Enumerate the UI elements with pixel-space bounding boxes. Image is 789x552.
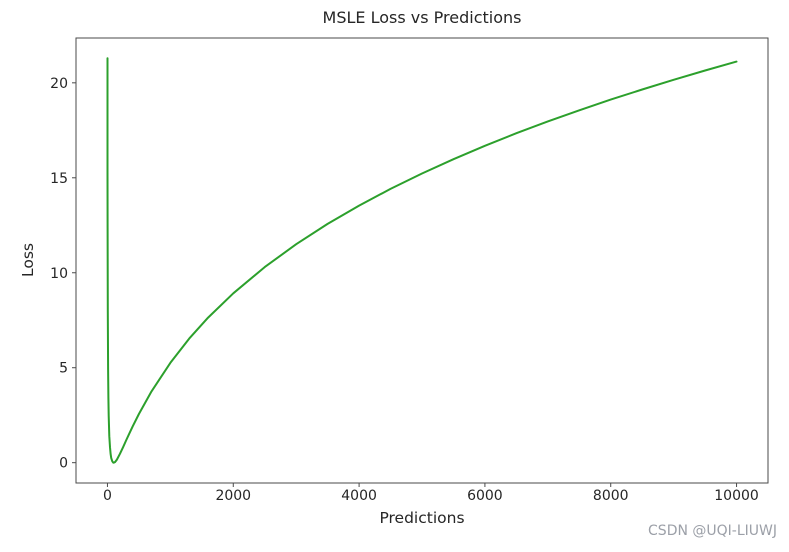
x-tick-label: 4000 — [341, 488, 377, 504]
y-tick-label: 20 — [50, 76, 68, 92]
x-tick-label: 10000 — [714, 488, 759, 504]
x-tick-label: 2000 — [215, 488, 251, 504]
chart-title: MSLE Loss vs Predictions — [322, 8, 522, 27]
plot-frame — [75, 37, 769, 484]
y-tick-label: 0 — [59, 456, 68, 472]
x-axis-label: Predictions — [379, 509, 465, 527]
y-tick-label: 5 — [59, 361, 68, 377]
x-tick-label: 6000 — [467, 488, 503, 504]
y-tick-label: 10 — [50, 266, 68, 282]
x-tick-label: 0 — [103, 488, 112, 504]
x-tick-label: 8000 — [593, 488, 629, 504]
loss-curve — [106, 57, 738, 464]
y-tick-label: 15 — [50, 171, 68, 187]
watermark: CSDN @UQI-LIUWJ — [648, 523, 777, 539]
